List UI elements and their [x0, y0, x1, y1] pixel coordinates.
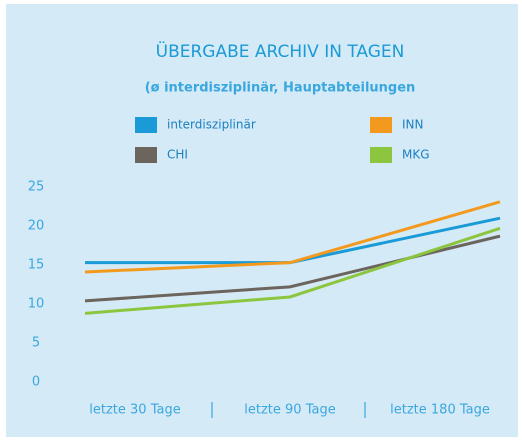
line	[84, 226, 501, 315]
legend-swatch	[135, 147, 157, 163]
chart-subtitle: (ø interdisziplinär, Hauptabteilungen	[145, 81, 416, 96]
y-tick-label: 10	[28, 297, 45, 312]
chart-title: ÜBERGABE ARCHIV IN TAGEN	[156, 40, 405, 62]
line	[84, 234, 501, 303]
x-tick-label: letzte 90 Tage	[244, 403, 335, 418]
legend-label: interdisziplinär	[167, 118, 256, 132]
y-tick-label: 15	[28, 258, 45, 273]
legend-label: MKG	[402, 148, 430, 162]
line	[84, 200, 501, 274]
x-tick-label: letzte 180 Tage	[390, 403, 490, 418]
y-tick-label: 0	[32, 375, 40, 390]
legend-label: CHI	[167, 148, 188, 162]
background	[6, 4, 518, 437]
legend-swatch	[370, 117, 392, 133]
x-tick-label: letzte 30 Tage	[89, 403, 180, 418]
y-tick-label: 5	[32, 336, 40, 351]
legend-swatch	[135, 117, 157, 133]
legend-label: INN	[402, 118, 424, 132]
y-tick-label: 20	[28, 219, 45, 234]
y-tick-label: 25	[28, 180, 45, 195]
legend-swatch	[370, 147, 392, 163]
